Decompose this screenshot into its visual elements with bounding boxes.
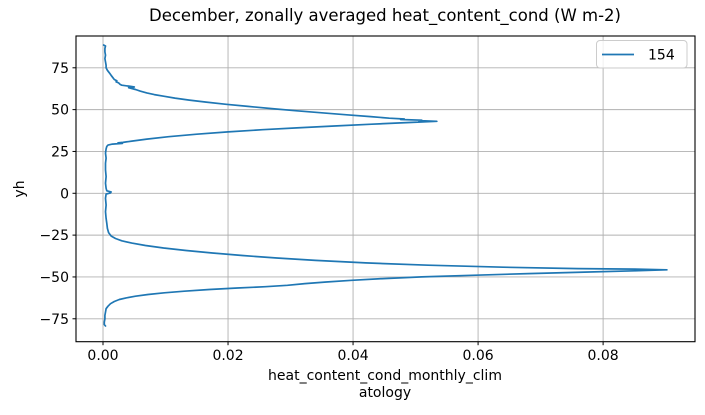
y-tick-label: −50 <box>39 270 69 286</box>
x-tick-label: 0.04 <box>337 348 368 364</box>
x-tick-label: 0.08 <box>588 348 619 364</box>
tick-marks <box>72 67 604 346</box>
y-tick-labels: 75 50 25 0 −25 −50 −75 <box>39 61 69 328</box>
y-tick-label: 0 <box>60 186 69 202</box>
y-tick-label: −25 <box>39 228 69 244</box>
y-axis-label: yh <box>12 180 28 197</box>
y-tick-label: 75 <box>51 61 69 77</box>
x-axis-label-line1: heat_content_cond_monthly_clim <box>268 368 502 384</box>
x-tick-label: 0.00 <box>87 348 118 364</box>
y-tick-label: −75 <box>39 312 69 328</box>
grid <box>76 36 695 342</box>
x-tick-labels: 0.00 0.02 0.04 0.06 0.08 <box>87 348 618 364</box>
x-axis-label-line2: atology <box>359 385 411 401</box>
chart-title: December, zonally averaged heat_content_… <box>149 6 621 26</box>
y-tick-label: 25 <box>51 144 69 160</box>
x-tick-label: 0.06 <box>462 348 493 364</box>
legend-box <box>596 40 688 69</box>
data-line <box>102 44 668 327</box>
legend-label: 154 <box>648 48 675 64</box>
plot-border <box>75 35 696 343</box>
x-tick-label: 0.02 <box>212 348 243 364</box>
legend: 154 <box>596 40 688 69</box>
data-line-layer <box>102 44 668 327</box>
y-tick-label: 50 <box>51 103 69 119</box>
